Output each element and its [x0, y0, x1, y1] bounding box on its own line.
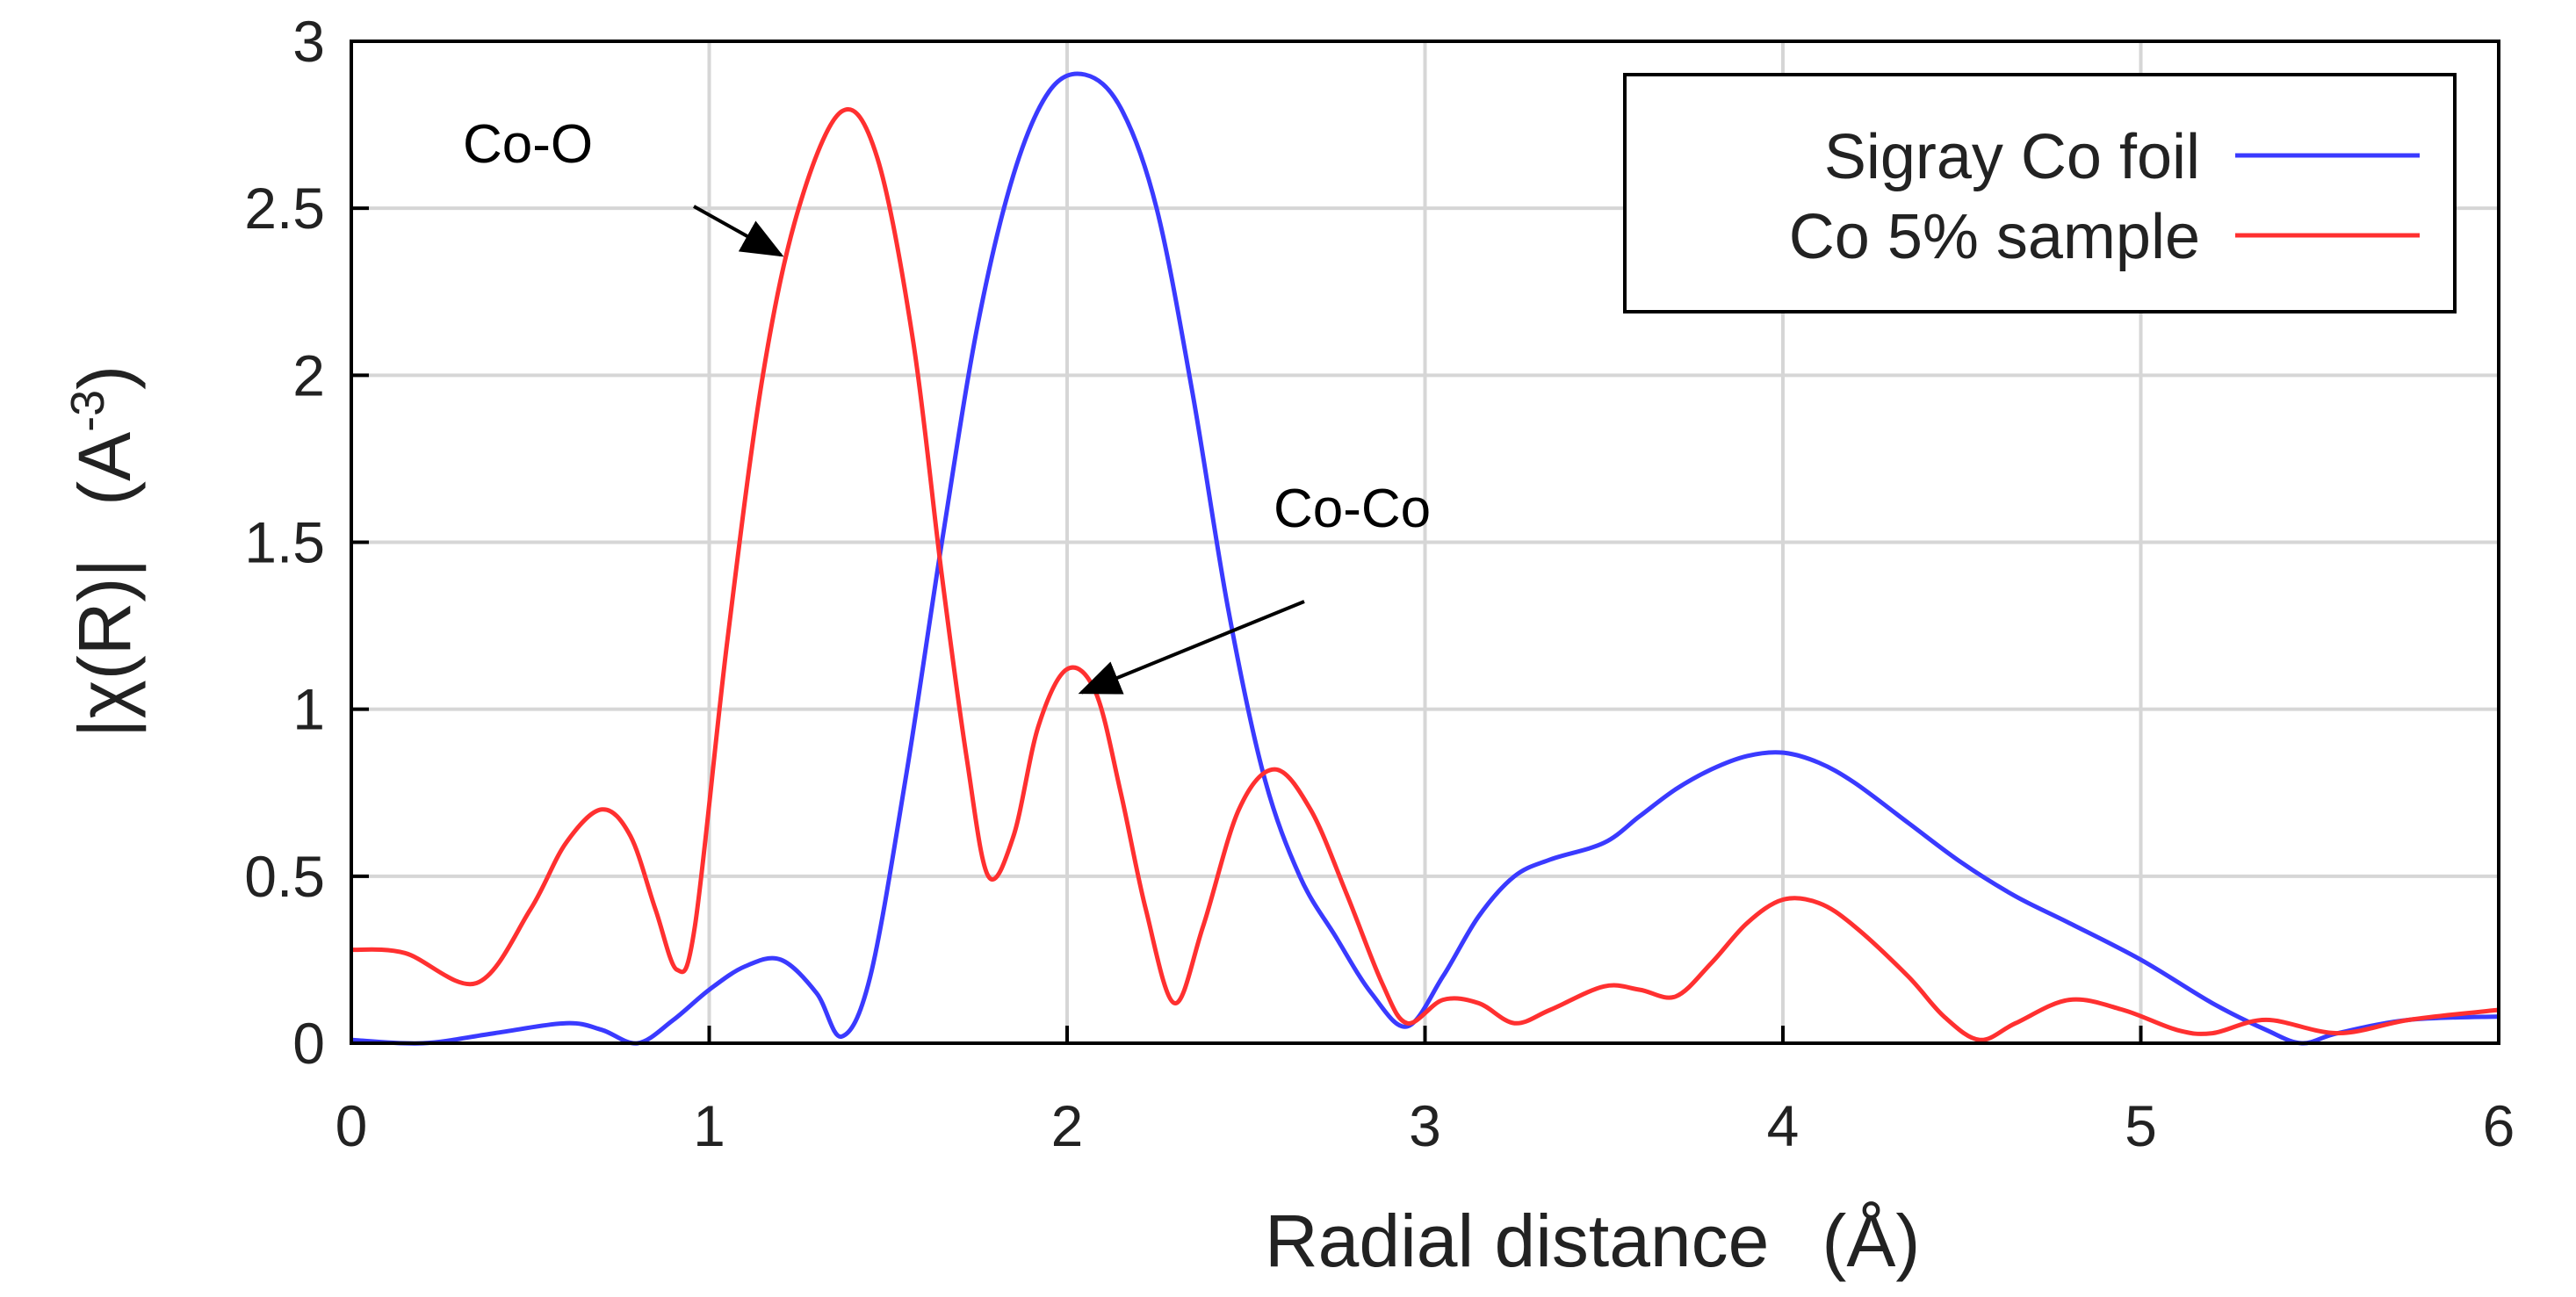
- series-layer: [350, 71, 2500, 1046]
- series-line-co-5-sample: [350, 107, 2500, 1042]
- x-axis-title: Radial distance (Å): [1265, 1200, 1920, 1282]
- annotation-co-co: Co-Co: [1078, 479, 1431, 695]
- y-tick-label: 1: [292, 677, 325, 742]
- x-tick-label: 4: [1767, 1093, 1800, 1158]
- legend-box: [1623, 73, 2457, 313]
- legend: Sigray Co foil Co 5% sample: [1623, 73, 2457, 313]
- annotation-co-o: Co-O: [463, 114, 784, 257]
- legend-label-foil: Sigray Co foil: [1824, 122, 2200, 192]
- y-tick-label: 2.5: [244, 176, 325, 241]
- x-tick-label: 5: [2125, 1093, 2157, 1158]
- x-tick-label: 1: [693, 1093, 725, 1158]
- x-tick-label: 3: [1409, 1093, 1441, 1158]
- x-tick-label: 6: [2483, 1093, 2515, 1158]
- y-tick-label: 0.5: [244, 844, 325, 909]
- x-tick-label: 0: [336, 1093, 368, 1158]
- legend-label-sample: Co 5% sample: [1789, 202, 2200, 272]
- annotation-co-co-arrow: [1078, 600, 1305, 695]
- annotation-co-o-arrow: [693, 205, 784, 257]
- tick-labels: 0 1 2 3 4 5 6 0 0.5 1 1.5 2 2.5 3: [244, 9, 2515, 1158]
- y-tick-label: 0: [292, 1011, 325, 1076]
- annotation-co-o-label: Co-O: [463, 114, 593, 175]
- y-tick-label: 2: [292, 342, 325, 407]
- y-axis-title: |χ(R)|(A-3): [61, 365, 146, 738]
- x-tick-label: 2: [1051, 1093, 1084, 1158]
- y-tick-label: 1.5: [244, 510, 325, 575]
- series-line-sigray-co-foil: [350, 71, 2500, 1046]
- y-tick-label: 3: [292, 9, 325, 74]
- annotation-co-co-label: Co-Co: [1274, 479, 1431, 539]
